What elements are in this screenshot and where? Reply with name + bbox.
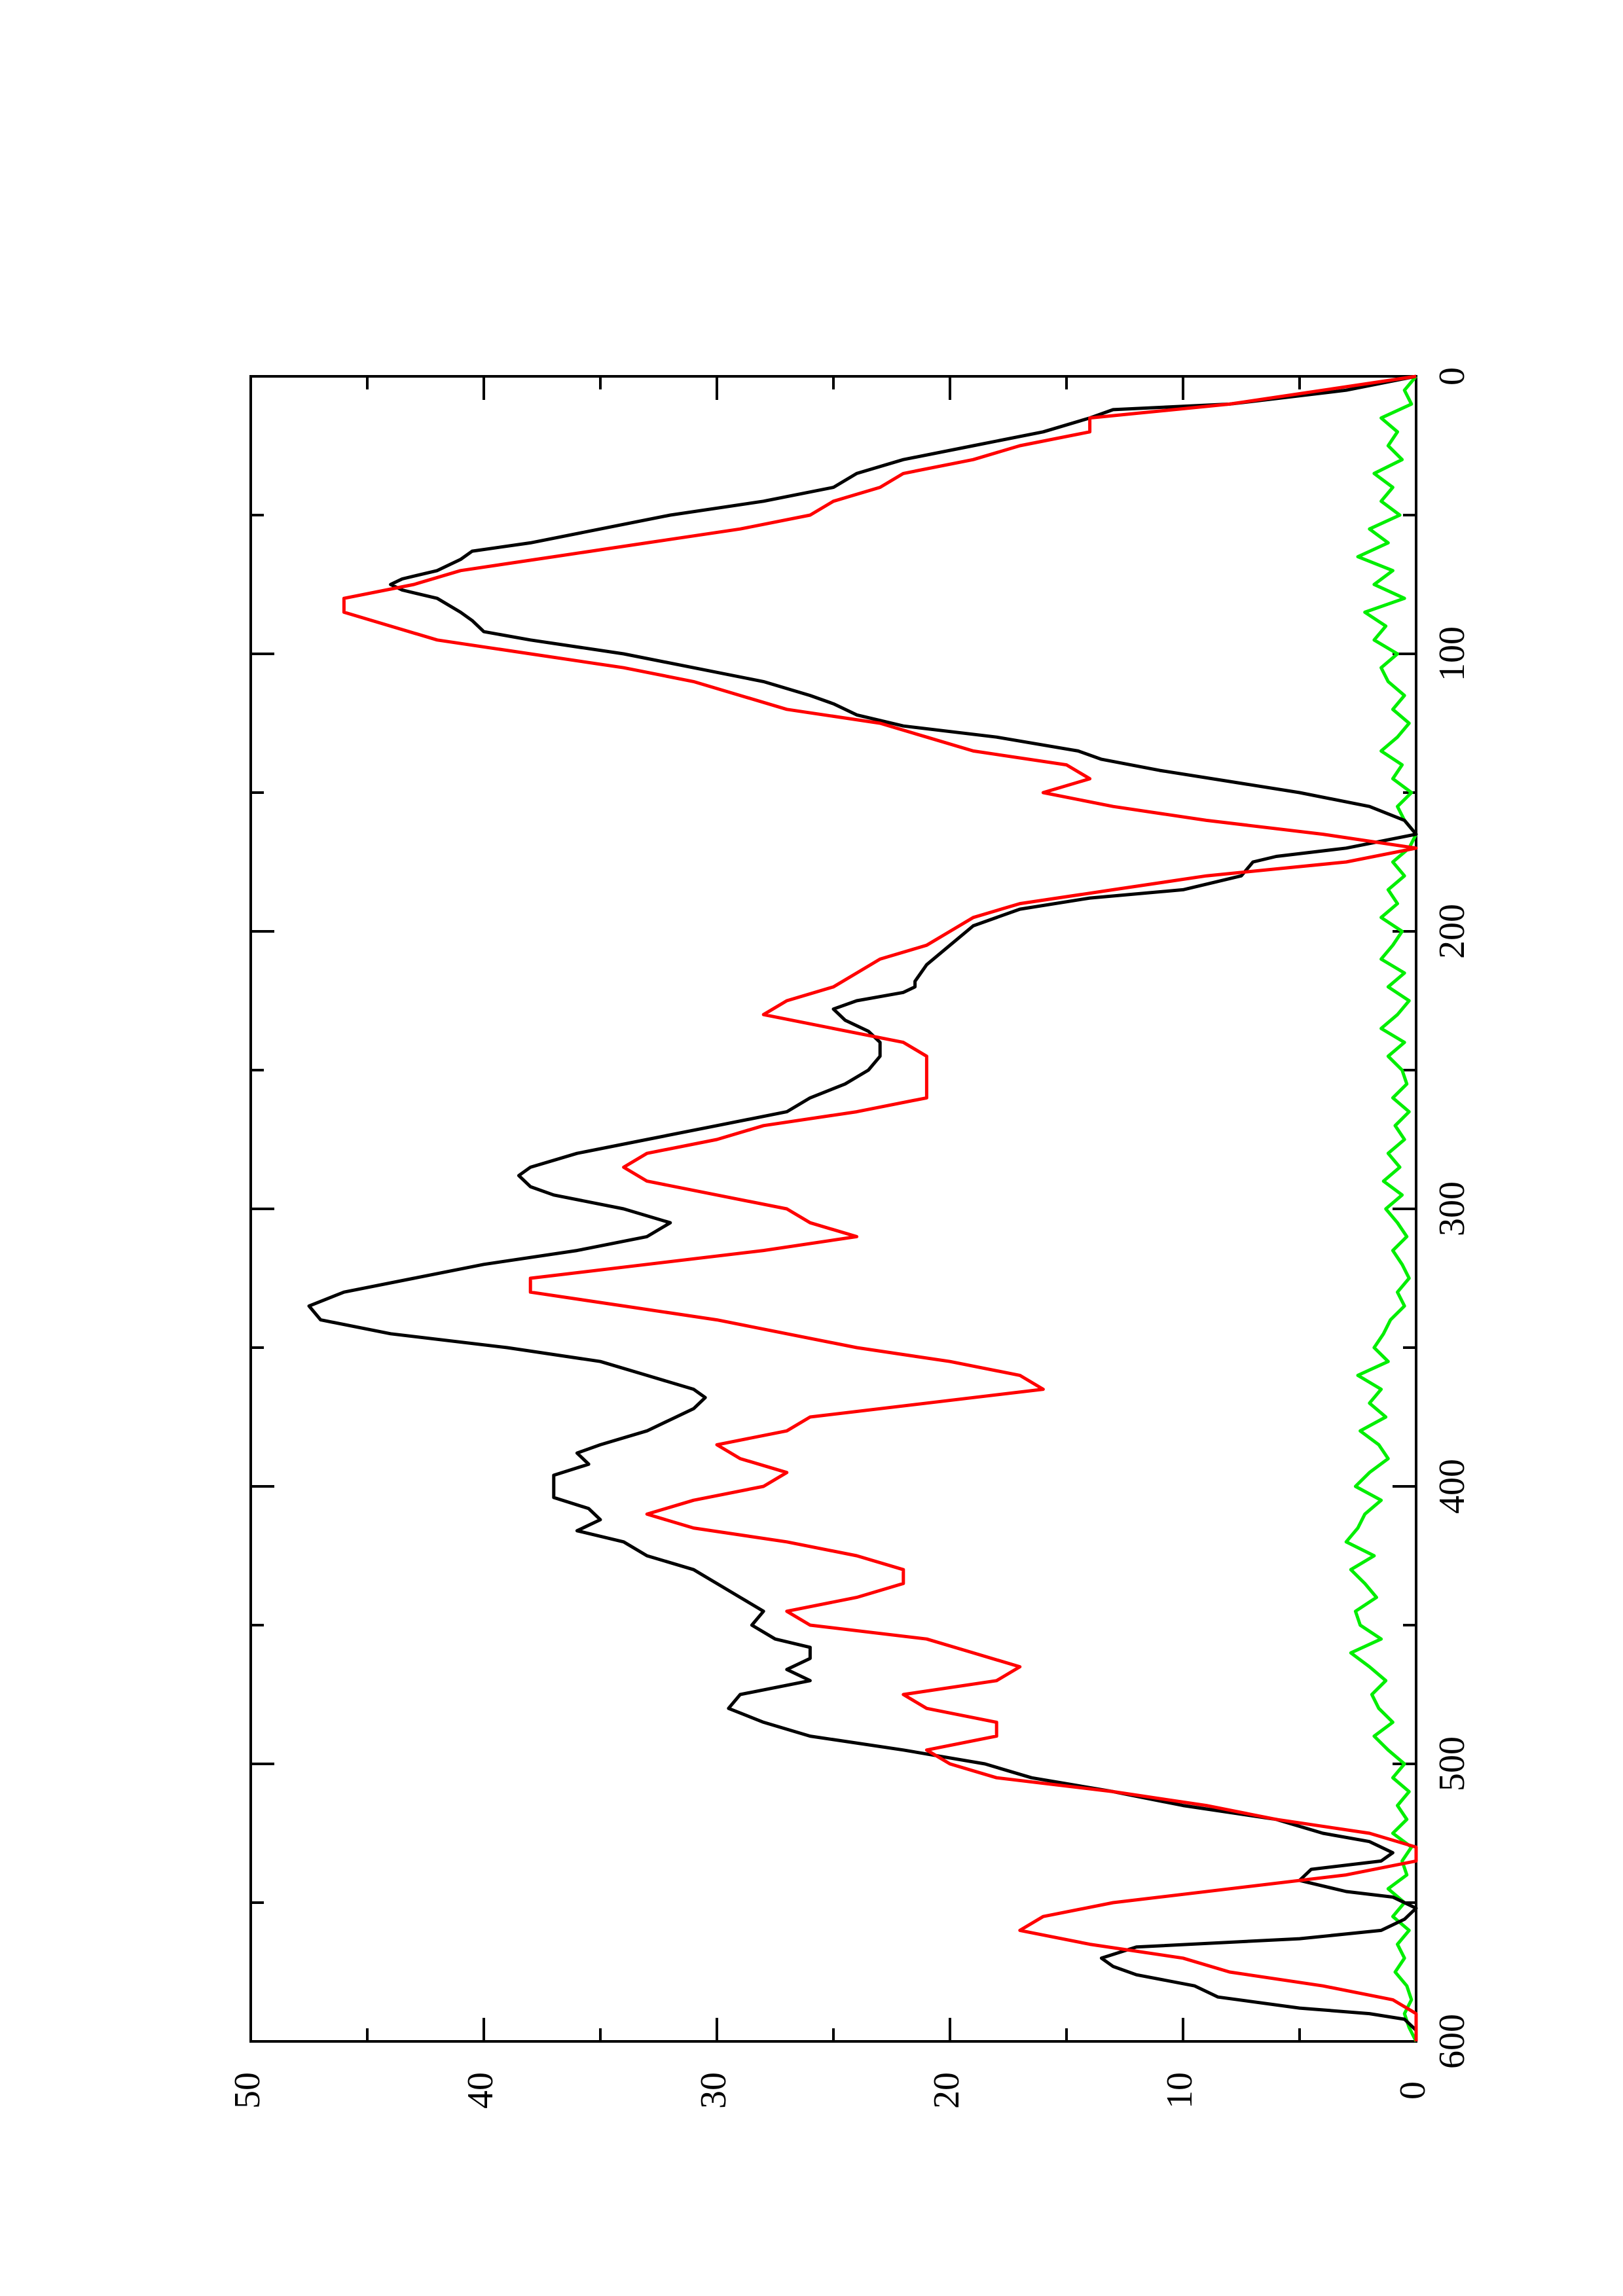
y-tick-label: 10 bbox=[1159, 2072, 1200, 2109]
y-tick-label: 0 bbox=[1393, 2081, 1433, 2100]
x-tick-label: 500 bbox=[1432, 1736, 1472, 1791]
series-line-red bbox=[342, 374, 1418, 2041]
x-tick-label: 600 bbox=[1432, 2014, 1472, 2069]
y-tick-label: 20 bbox=[926, 2072, 967, 2109]
y-tick-label: 50 bbox=[227, 2072, 268, 2109]
y-tick-label: 40 bbox=[460, 2072, 501, 2109]
ticks bbox=[249, 375, 1417, 2043]
x-tick-label: 400 bbox=[1432, 1459, 1472, 1514]
series-line-green bbox=[1344, 375, 1418, 2043]
x-tick-label: 300 bbox=[1432, 1181, 1472, 1236]
tick-labels: 0 100 200 300 400 500 600 0 10 20 30 40 50 bbox=[227, 367, 1472, 2109]
x-tick-label: 100 bbox=[1432, 626, 1472, 681]
plot-frame bbox=[249, 375, 1417, 2043]
series-line-black bbox=[307, 374, 1418, 2041]
series-group bbox=[307, 374, 1418, 2043]
x-tick-label: 0 bbox=[1432, 367, 1472, 386]
y-tick-label: 30 bbox=[693, 2072, 734, 2109]
x-tick-label: 200 bbox=[1432, 904, 1472, 959]
